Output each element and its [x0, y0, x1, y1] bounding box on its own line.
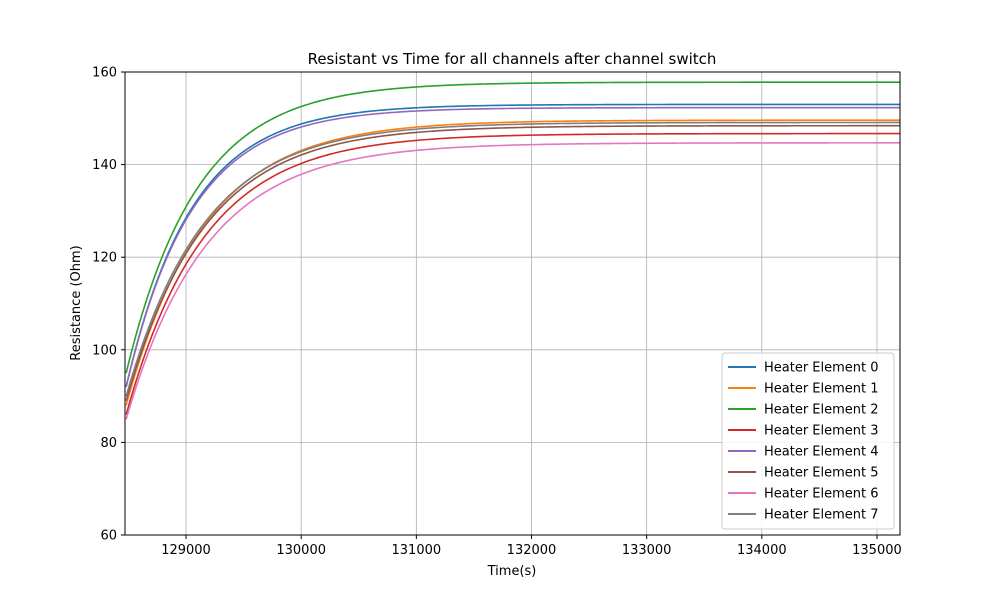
series-lines [125, 81, 900, 420]
plot-frame [124, 71, 901, 536]
chart-title: Resistant vs Time for all channels after… [308, 50, 717, 68]
legend-item: Heater Element 2 [728, 403, 879, 418]
legend-box [721, 352, 895, 530]
y-axis-label: Resistance (Ohm) [69, 245, 84, 360]
x-axis: 129000 130000 131000 132000 133000 134000 1350… [161, 535, 902, 558]
y-tick-label: 80 [100, 436, 117, 451]
legend-item: Heater Element 0 [728, 361, 879, 376]
legend-item: Heater Element 6 [728, 487, 879, 502]
legend-label: Heater Element 1 [764, 382, 879, 397]
series-line-heater-element-2 [125, 81, 900, 374]
y-tick-label: 100 [92, 343, 117, 358]
series-line-heater-element-3 [125, 132, 900, 415]
x-tick-label: 131000 [392, 543, 442, 558]
series-line-heater-element-7 [125, 121, 900, 397]
legend-label: Heater Element 5 [764, 466, 879, 481]
x-tick-label: 134000 [737, 543, 787, 558]
legend-item: Heater Element 5 [728, 466, 879, 481]
legend-item: Heater Element 7 [728, 508, 879, 523]
x-tick-label: 133000 [622, 543, 672, 558]
x-tick-label: 130000 [276, 543, 326, 558]
legend-item: Heater Element 4 [728, 445, 879, 460]
x-tick-label: 129000 [161, 543, 211, 558]
x-tick-label: 132000 [507, 543, 557, 558]
y-tick-label: 120 [92, 251, 117, 266]
y-tick-label: 60 [100, 529, 117, 544]
legend-label: Heater Element 7 [764, 508, 879, 523]
y-tick-label: 140 [92, 158, 117, 173]
series-line-heater-element-6 [125, 142, 900, 420]
legend-label: Heater Element 2 [764, 403, 879, 418]
legend: Heater Element 0 Heater Element 1 Heater E… [721, 352, 895, 530]
series-line-heater-element-4 [125, 106, 900, 388]
legend-label: Heater Element 6 [764, 487, 879, 502]
legend-item: Heater Element 1 [728, 382, 879, 397]
x-axis-label: Time(s) [487, 564, 537, 579]
y-tick-label: 160 [92, 66, 117, 81]
legend-label: Heater Element 3 [764, 424, 879, 439]
legend-item: Heater Element 3 [728, 424, 879, 439]
series-line-heater-element-0 [125, 103, 900, 388]
x-tick-label: 135000 [852, 543, 902, 558]
legend-label: Heater Element 0 [764, 361, 879, 376]
y-axis: 60 80 100 120 140 160 [92, 66, 125, 544]
legend-label: Heater Element 4 [764, 445, 879, 460]
series-line-heater-element-5 [125, 124, 900, 401]
